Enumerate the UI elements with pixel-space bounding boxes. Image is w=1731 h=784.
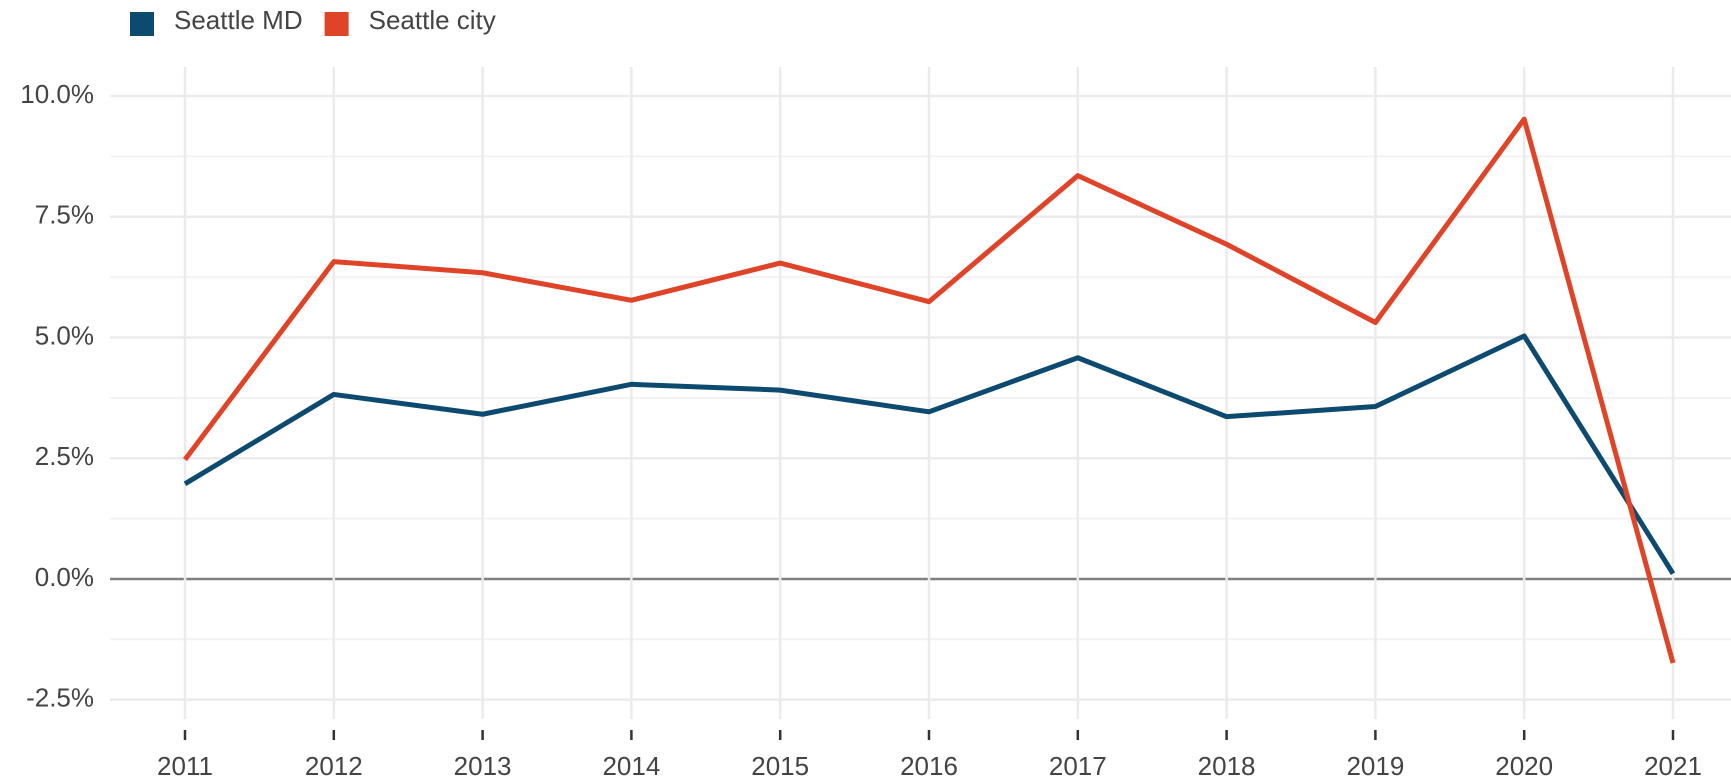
x-tick-label: 2017 (1049, 751, 1107, 781)
y-tick-label: 10.0% (20, 79, 94, 109)
y-tick-label: 0.0% (35, 562, 94, 592)
x-tick-label: 2020 (1495, 751, 1553, 781)
x-tick-label: 2018 (1198, 751, 1256, 781)
line-series (183, 116, 1676, 664)
legend-swatch (130, 12, 154, 36)
x-tick-label: 2019 (1346, 751, 1404, 781)
legend-label: Seattle MD (174, 5, 303, 35)
x-tick-label: 2014 (602, 751, 660, 781)
x-tick-label: 2021 (1644, 751, 1702, 781)
line-series (183, 333, 1676, 575)
legend-swatch (324, 12, 349, 36)
legend-label: Seattle city (369, 5, 496, 35)
y-tick-label: -2.5% (26, 683, 94, 713)
x-tick-label: 2015 (751, 751, 809, 781)
y-tick-label: 5.0% (35, 320, 94, 350)
y-tick-label: 2.5% (35, 441, 94, 471)
x-tick-label: 2013 (454, 751, 512, 781)
x-tick-label: 2016 (900, 751, 958, 781)
y-tick-label: 7.5% (35, 200, 94, 230)
x-tick-label: 2012 (305, 751, 363, 781)
x-tick-label: 2011 (157, 751, 213, 781)
